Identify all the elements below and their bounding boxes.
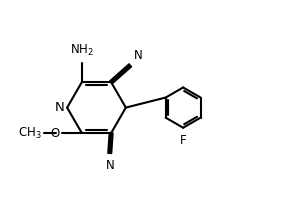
Text: NH$_2$: NH$_2$ — [70, 43, 94, 58]
Text: CH$_3$: CH$_3$ — [18, 126, 42, 141]
Text: O: O — [50, 126, 59, 140]
Text: F: F — [180, 134, 186, 147]
Text: N: N — [55, 101, 65, 114]
Text: N: N — [105, 159, 114, 172]
Text: N: N — [134, 49, 142, 62]
